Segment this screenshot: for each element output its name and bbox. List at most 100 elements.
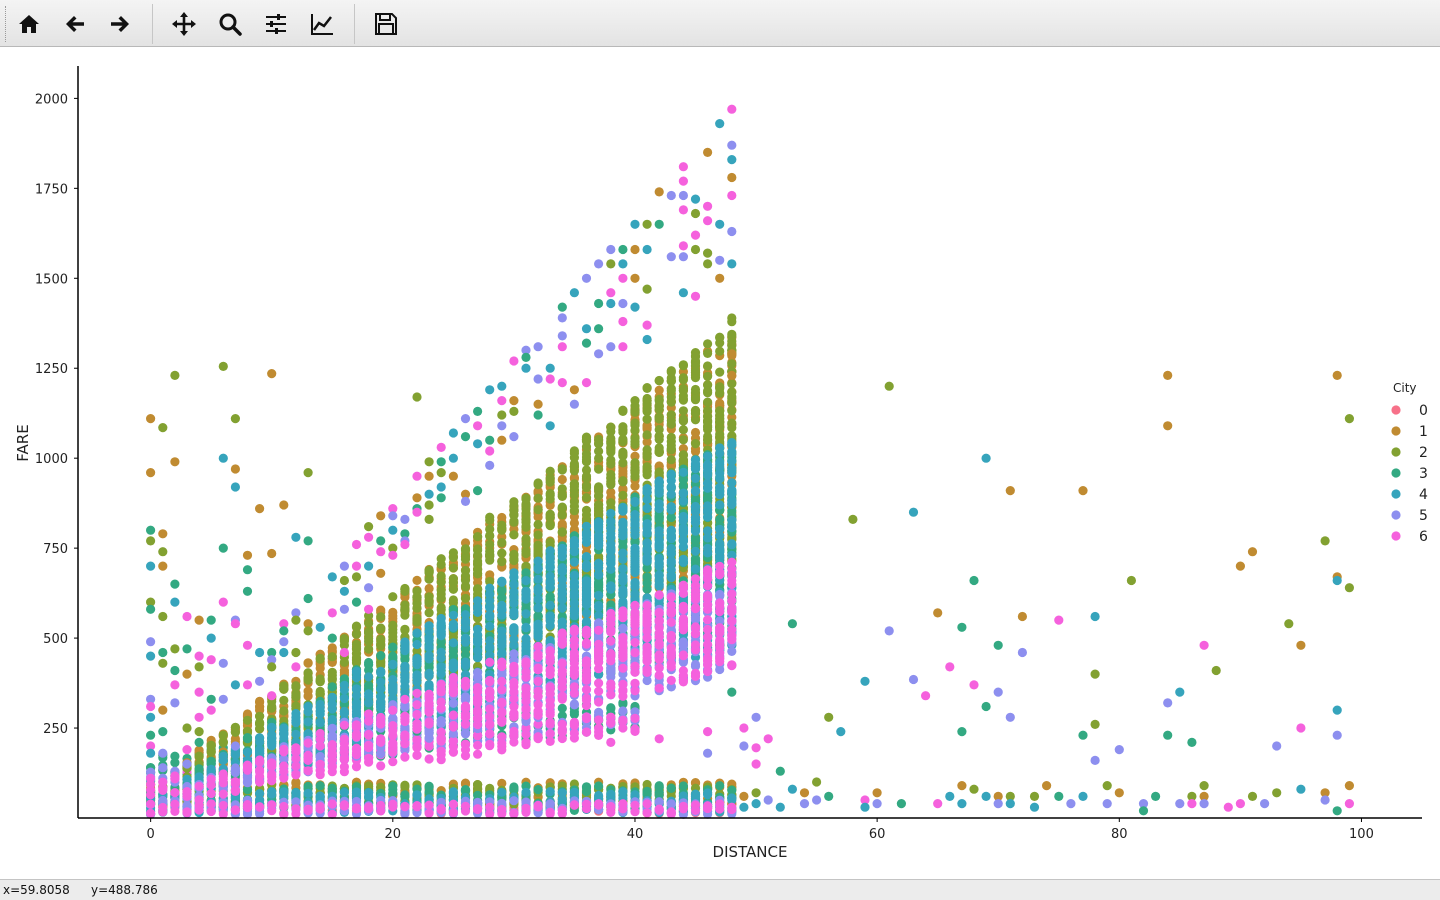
scatter-point bbox=[715, 423, 725, 433]
pan-button[interactable] bbox=[167, 6, 201, 42]
plot-canvas[interactable]: 0 20 40 60 80 1002505007501000125015001750200… bbox=[0, 48, 1440, 878]
scatter-point bbox=[715, 367, 725, 377]
home-button[interactable] bbox=[12, 6, 46, 42]
scatter-point bbox=[703, 361, 713, 371]
scatter-point bbox=[557, 490, 567, 500]
scatter-point bbox=[473, 550, 483, 560]
scatter-point bbox=[303, 658, 313, 668]
scatter-point bbox=[206, 764, 216, 774]
scatter-point bbox=[327, 799, 337, 809]
scatter-point bbox=[727, 406, 737, 416]
scatter-point bbox=[690, 365, 701, 375]
scatter-point bbox=[206, 756, 216, 766]
arrow-right-icon bbox=[111, 16, 129, 32]
scatter-point bbox=[279, 684, 289, 694]
zoom-button[interactable] bbox=[213, 6, 247, 42]
scatter-point bbox=[703, 788, 713, 798]
scatter-point bbox=[521, 539, 531, 549]
scatter-points bbox=[146, 104, 1354, 820]
scatter-point bbox=[339, 685, 349, 695]
scatter-point bbox=[703, 388, 713, 398]
scatter-point bbox=[509, 530, 519, 540]
scatter-point bbox=[533, 734, 543, 744]
scatter-point bbox=[351, 622, 362, 632]
scatter-point bbox=[351, 644, 362, 654]
save-button[interactable] bbox=[369, 6, 403, 42]
back-button[interactable] bbox=[58, 6, 92, 42]
scatter-point bbox=[206, 747, 216, 757]
scatter-point bbox=[690, 446, 701, 457]
scatter-point bbox=[218, 800, 228, 811]
scatter-point bbox=[557, 474, 567, 485]
scatter-point bbox=[690, 384, 701, 395]
scatter-point bbox=[581, 481, 592, 491]
edit-curves-button[interactable] bbox=[305, 6, 339, 42]
scatter-point bbox=[436, 805, 446, 815]
scatter-point bbox=[703, 431, 713, 442]
scatter-point bbox=[400, 670, 410, 680]
scatter-point bbox=[666, 444, 676, 454]
scatter-point bbox=[642, 470, 652, 480]
scatter-point bbox=[400, 661, 410, 671]
scatter-point bbox=[509, 517, 519, 527]
scatter-point bbox=[654, 412, 664, 422]
scatter-point bbox=[267, 800, 277, 810]
toolbar-grip[interactable] bbox=[5, 6, 6, 42]
scatter-point bbox=[424, 741, 434, 752]
scatter-point bbox=[509, 796, 519, 806]
scatter-point bbox=[460, 778, 471, 788]
scatter-point bbox=[703, 348, 713, 358]
scatter-point bbox=[606, 801, 616, 812]
scatter-point bbox=[727, 317, 737, 327]
scatter-point bbox=[376, 634, 386, 645]
scatter-point bbox=[400, 583, 410, 594]
scatter-point bbox=[388, 642, 398, 652]
scatter-point bbox=[146, 785, 156, 795]
scatter-point bbox=[170, 799, 180, 809]
configure-subplots-button[interactable] bbox=[259, 6, 293, 42]
scatter-point bbox=[291, 681, 301, 691]
scatter-point bbox=[303, 717, 313, 727]
scatter-point bbox=[581, 799, 592, 809]
scatter-point bbox=[448, 584, 458, 594]
scatter-point bbox=[364, 680, 374, 690]
scatter-point bbox=[327, 809, 337, 819]
scatter-point bbox=[448, 610, 458, 620]
scatter-point bbox=[218, 755, 228, 765]
scatter-point bbox=[315, 781, 325, 791]
scatter-point bbox=[412, 592, 422, 602]
scatter-point bbox=[315, 674, 325, 684]
scatter-point bbox=[218, 730, 228, 740]
scatter-point bbox=[339, 657, 349, 667]
scatter-point bbox=[533, 519, 543, 530]
scatter-point bbox=[654, 788, 664, 798]
scatter-point bbox=[460, 785, 471, 795]
scatter-point bbox=[194, 751, 204, 761]
scatter-point bbox=[666, 783, 676, 794]
scatter-point bbox=[376, 624, 386, 634]
scatter-point bbox=[412, 656, 422, 666]
forward-button[interactable] bbox=[103, 6, 137, 42]
scatter-point bbox=[642, 808, 652, 818]
scatter-point bbox=[642, 393, 652, 404]
scatter-point bbox=[606, 422, 616, 432]
scatter-point bbox=[678, 385, 689, 395]
scatter-point bbox=[291, 718, 301, 728]
scatter-point bbox=[448, 622, 458, 632]
scatter-point bbox=[618, 406, 628, 416]
scatter-point bbox=[376, 806, 386, 816]
scatter-point bbox=[388, 789, 398, 799]
scatter-point bbox=[460, 554, 471, 564]
scatter-point bbox=[521, 787, 531, 797]
scatter-point bbox=[485, 512, 495, 522]
scatter-point bbox=[351, 703, 362, 713]
scatter-point bbox=[412, 790, 422, 800]
scatter-point bbox=[618, 799, 628, 809]
scatter-point bbox=[327, 682, 337, 692]
scatter-point bbox=[581, 435, 592, 445]
scatter-point bbox=[473, 804, 483, 815]
scatter-point bbox=[473, 532, 483, 542]
scatter-point bbox=[690, 439, 701, 449]
scatter-point bbox=[654, 797, 664, 807]
scatter-point bbox=[497, 742, 507, 752]
